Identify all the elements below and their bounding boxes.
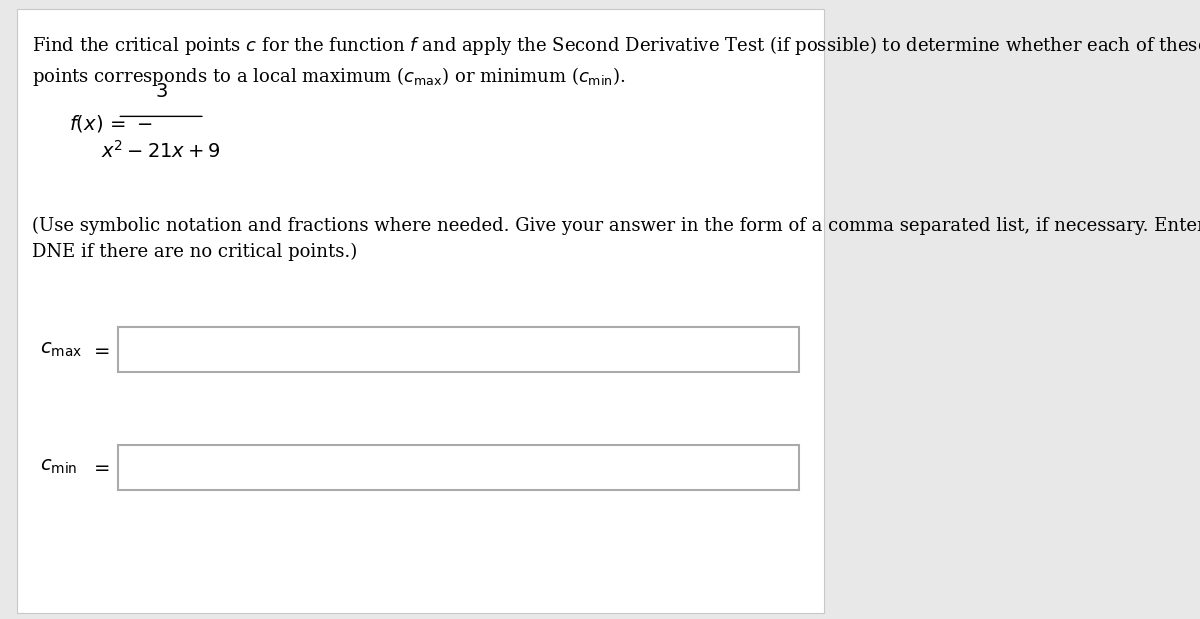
- Text: $f(x)\, =\, -$: $f(x)\, =\, -$: [70, 113, 152, 134]
- Text: Find the critical points $c$ for the function $f$ and apply the Second Derivativ: Find the critical points $c$ for the fun…: [32, 34, 1200, 57]
- Text: (Use symbolic notation and fractions where needed. Give your answer in the form : (Use symbolic notation and fractions whe…: [32, 217, 1200, 235]
- Text: $c_{\mathrm{min}}$: $c_{\mathrm{min}}$: [40, 458, 77, 477]
- Text: $c_{\mathrm{max}}$: $c_{\mathrm{max}}$: [40, 340, 82, 359]
- Text: DNE if there are no critical points.): DNE if there are no critical points.): [32, 243, 358, 261]
- FancyBboxPatch shape: [118, 445, 799, 490]
- FancyBboxPatch shape: [17, 9, 824, 613]
- Text: points corresponds to a local maximum ($c_{\mathrm{max}}$) or minimum ($c_{\math: points corresponds to a local maximum ($…: [32, 65, 625, 88]
- Text: $x^2 - 21x + 9$: $x^2 - 21x + 9$: [101, 139, 221, 162]
- FancyBboxPatch shape: [118, 327, 799, 372]
- Text: $=$: $=$: [90, 340, 110, 359]
- Text: $=$: $=$: [90, 458, 110, 477]
- Text: $3$: $3$: [155, 82, 168, 101]
